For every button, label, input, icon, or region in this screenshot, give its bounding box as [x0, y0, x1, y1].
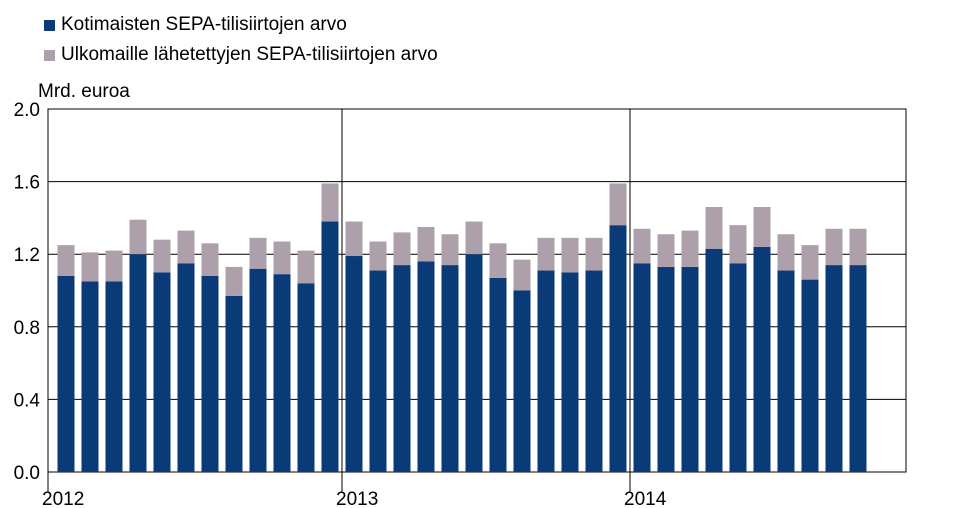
bar-foreign [153, 239, 171, 273]
bar-foreign [225, 266, 243, 296]
bar-foreign [777, 234, 795, 271]
bar-domestic [801, 279, 819, 472]
bar-foreign [249, 237, 267, 269]
y-tick-label: 0.0 [14, 463, 40, 484]
bar-foreign [681, 230, 699, 267]
y-axis-unit-label: Mrd. euroa [38, 81, 130, 102]
legend-swatch-domestic [44, 19, 55, 31]
bar-foreign [609, 183, 627, 226]
legend-item-domestic: Kotimaisten SEPA-tilisiirtojen arvo [44, 10, 438, 40]
bar-domestic [249, 268, 267, 472]
bar-foreign [825, 228, 843, 266]
bar-foreign [201, 243, 219, 276]
bar-foreign [729, 225, 747, 264]
bar-foreign [417, 226, 435, 262]
legend-swatch-foreign [44, 49, 55, 61]
bar-foreign [633, 228, 651, 264]
bar-domestic [369, 270, 387, 472]
bar-foreign [705, 207, 723, 249]
bar-foreign [57, 245, 75, 276]
legend-item-foreign: Ulkomaille lähetettyjen SEPA-tilisiirtoj… [44, 40, 438, 70]
bar-domestic [417, 261, 435, 472]
bar-foreign [585, 237, 603, 271]
y-tick-label: 1.2 [14, 245, 40, 266]
bar-foreign [321, 183, 339, 222]
bar-foreign [297, 250, 315, 284]
bar-domestic [489, 277, 507, 472]
y-tick-label: 2.0 [14, 100, 40, 121]
bar-foreign [561, 237, 579, 273]
bar-domestic [633, 263, 651, 472]
bar-foreign [441, 234, 459, 266]
bar-domestic [177, 263, 195, 472]
bar-domestic [225, 295, 243, 472]
bar-foreign [129, 219, 147, 255]
bar-foreign [801, 245, 819, 280]
bar-domestic [681, 266, 699, 472]
bar-domestic [81, 281, 99, 472]
bar-domestic [345, 256, 363, 472]
bar-foreign [489, 243, 507, 278]
bar-foreign [177, 230, 195, 264]
bar-foreign [537, 237, 555, 271]
bar-foreign [105, 250, 123, 282]
bar-domestic [609, 225, 627, 472]
bar-foreign [81, 252, 99, 282]
bar-domestic [513, 290, 531, 472]
bar-domestic [57, 275, 75, 472]
y-tick-label: 0.8 [14, 318, 40, 339]
bar-domestic [129, 254, 147, 472]
bar-domestic [705, 248, 723, 472]
bar-domestic [825, 265, 843, 472]
bar-foreign [465, 221, 483, 255]
bar-domestic [465, 254, 483, 472]
bar-domestic [297, 283, 315, 472]
bar-domestic [105, 281, 123, 472]
bar-foreign [393, 232, 411, 266]
bar-foreign [369, 241, 387, 271]
bar-domestic [273, 274, 291, 472]
x-year-label: 2012 [42, 489, 84, 508]
bar-domestic [753, 246, 771, 472]
y-tick-label: 1.6 [14, 173, 40, 194]
legend: Kotimaisten SEPA-tilisiirtojen arvo Ulko… [44, 10, 438, 70]
bar-domestic [441, 265, 459, 472]
bar-domestic [585, 270, 603, 472]
bar-foreign [345, 221, 363, 257]
y-tick-label: 0.4 [14, 390, 41, 411]
bar-domestic [729, 263, 747, 472]
bar-domestic [393, 265, 411, 472]
bar-domestic [849, 265, 867, 472]
legend-label-foreign: Ulkomaille lähetettyjen SEPA-tilisiirtoj… [61, 44, 438, 65]
legend-label-domestic: Kotimaisten SEPA-tilisiirtojen arvo [61, 14, 347, 35]
bar-domestic [201, 275, 219, 472]
x-year-label: 2013 [336, 489, 378, 508]
x-year-label: 2014 [624, 489, 667, 508]
bar-foreign [753, 207, 771, 247]
bar-domestic [321, 221, 339, 472]
bar-foreign [273, 241, 291, 275]
bar-foreign [657, 234, 675, 267]
bar-domestic [777, 270, 795, 472]
bar-foreign [849, 228, 867, 266]
bar-domestic [657, 266, 675, 472]
bar-domestic [537, 270, 555, 472]
bar-domestic [561, 272, 579, 472]
bar-foreign [513, 259, 531, 291]
bar-domestic [153, 272, 171, 472]
